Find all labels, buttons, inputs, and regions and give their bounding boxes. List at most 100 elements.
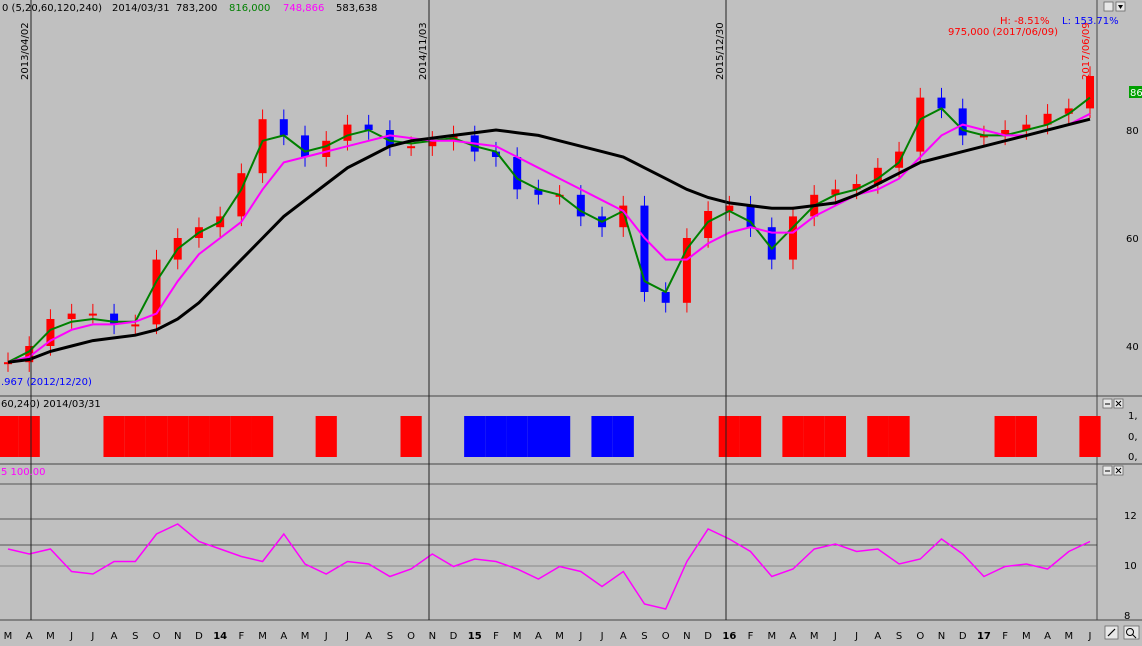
price-candle <box>301 135 310 157</box>
price-candle <box>46 319 55 346</box>
date-marker-label: 2017/06/09 <box>1081 22 1092 80</box>
price-candle <box>1001 130 1010 136</box>
signal-bar-red <box>782 416 804 457</box>
x-axis-label: A <box>26 631 33 642</box>
signal-bar-blue <box>591 416 613 457</box>
signal-bar-red <box>1079 416 1101 457</box>
ma-black-line <box>7 117 1091 364</box>
panel3-buttons[interactable] <box>1102 465 1124 476</box>
x-axis-label: S <box>132 631 138 642</box>
x-axis-label: N <box>174 631 181 642</box>
x-axis-label: F <box>1002 631 1008 642</box>
x-axis-label: J <box>578 631 582 642</box>
price-candle <box>279 119 288 136</box>
price-candle <box>407 146 416 149</box>
x-axis-label: A <box>620 631 627 642</box>
x-axis-label: M <box>1064 631 1073 642</box>
signal-bar-red <box>994 416 1016 457</box>
panel2-buttons[interactable] <box>1102 398 1124 409</box>
x-axis-label: A <box>365 631 372 642</box>
price-candle <box>958 108 967 136</box>
price-candle <box>428 140 437 147</box>
axis-buttons[interactable] <box>1104 625 1140 640</box>
price-candle <box>1043 113 1052 125</box>
x-axis-label: M <box>767 631 776 642</box>
price-candle <box>619 205 628 228</box>
x-axis-label: 16 <box>722 631 736 642</box>
signal-bar-blue <box>506 416 528 457</box>
price-candle <box>88 313 97 316</box>
signal-bar-red <box>718 416 740 457</box>
x-axis-label: S <box>387 631 393 642</box>
price-candle <box>831 189 840 195</box>
price-candle <box>513 157 522 190</box>
price-candle <box>534 189 543 195</box>
header-date: 2014/03/31 <box>112 3 170 14</box>
x-axis-label: A <box>111 631 118 642</box>
x-axis-label: M <box>1022 631 1031 642</box>
x-axis-label: J <box>1088 631 1092 642</box>
x-axis-label: D <box>450 631 458 642</box>
close-icon <box>1115 400 1122 407</box>
osc-tick-12: 12 <box>1124 511 1137 522</box>
x-axis-label: M <box>301 631 310 642</box>
x-axis-label: 15 <box>468 631 482 642</box>
signal-bar-red <box>230 416 252 457</box>
price-candle <box>491 151 500 157</box>
x-axis-label: O <box>916 631 924 642</box>
x-axis-label: N <box>938 631 945 642</box>
price-candle <box>364 124 373 130</box>
price-candle <box>576 194 585 217</box>
high-pct-label: H: -8.51% <box>1000 16 1049 27</box>
panel1-buttons[interactable] <box>1103 1 1126 12</box>
price-candle <box>1064 108 1073 114</box>
signal-bar-blue <box>485 416 507 457</box>
signal-bar-red <box>888 416 910 457</box>
panel1-menu-icon <box>1118 5 1123 9</box>
signal-bar-red <box>824 416 847 457</box>
x-axis-label: M <box>4 631 13 642</box>
price-panel <box>0 0 1142 620</box>
x-axis-label: F <box>493 631 499 642</box>
signal-bar-red <box>867 416 889 457</box>
price-tick-80: 80 <box>1126 126 1139 137</box>
x-axis-label: D <box>704 631 712 642</box>
x-axis-label: J <box>345 631 349 642</box>
last-price-badge <box>1129 86 1142 98</box>
signal-bar-red <box>167 416 189 457</box>
price-candle <box>237 173 246 217</box>
signal-bar-red <box>1015 416 1037 457</box>
signal-bar-blue <box>527 416 549 457</box>
price-candle <box>385 130 394 147</box>
header-value-green: 816,000 <box>229 3 270 14</box>
signal-bar-red <box>400 416 422 457</box>
x-axis-label: O <box>407 631 415 642</box>
signal-tick-3: 0, <box>1128 452 1138 463</box>
x-axis-label: J <box>90 631 94 642</box>
signal-bar-red <box>124 416 146 457</box>
price-tick-40: 40 <box>1126 342 1139 353</box>
price-candle <box>343 124 352 141</box>
x-axis-label: A <box>1044 631 1051 642</box>
price-candle <box>110 313 119 325</box>
price-candle <box>767 227 776 260</box>
price-candle <box>746 205 755 228</box>
price-candle <box>258 119 267 174</box>
x-axis-label: 14 <box>213 631 227 642</box>
price-candle <box>1086 76 1094 109</box>
panel1-restore-button[interactable] <box>1103 1 1114 12</box>
signal-bar-red <box>103 416 125 457</box>
price-candle <box>25 346 34 363</box>
signal-bar-red <box>315 416 337 457</box>
signal-tick-1: 1, <box>1128 411 1138 422</box>
price-candle <box>788 216 797 260</box>
x-axis-band <box>0 620 1142 646</box>
x-axis-label: N <box>429 631 436 642</box>
x-axis-label: J <box>69 631 73 642</box>
x-axis-label: N <box>683 631 690 642</box>
header-value-black: 783,200 <box>176 3 217 14</box>
header-value-magenta: 748,866 <box>283 3 324 14</box>
oscillator-line <box>7 523 1091 610</box>
x-axis-label: F <box>238 631 244 642</box>
signal-bar-blue <box>612 416 634 457</box>
